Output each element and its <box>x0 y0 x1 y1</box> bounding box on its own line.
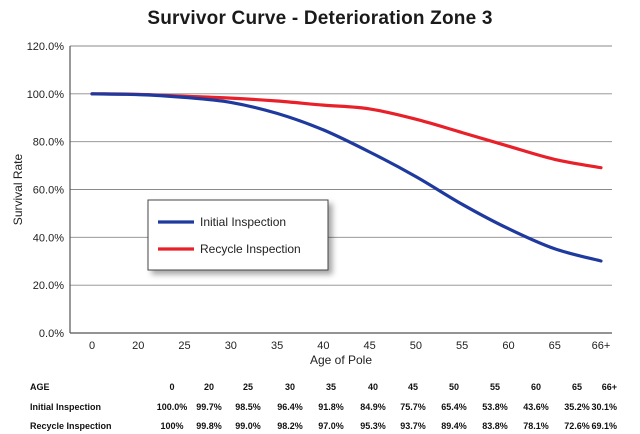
table-cell: 83.8% <box>482 421 508 431</box>
chart-title: Survivor Curve - Deterioration Zone 3 <box>147 8 493 29</box>
table-cell: 99.7% <box>196 402 222 412</box>
legend-label-initial-inspection: Initial Inspection <box>200 215 286 229</box>
legend-label-recycle-inspection: Recycle Inspection <box>200 242 301 256</box>
chart-area: 0.0% 20.0% 40.0% 60.0% 80.0% 100.0% 120.0% 0 20 2… <box>11 41 612 367</box>
table-header-cell: 25 <box>242 382 254 392</box>
table-cell: 30.1% <box>591 402 617 412</box>
table-cell: 89.4% <box>441 421 467 431</box>
table-cell: 91.8% <box>318 402 344 412</box>
series-line-recycle-inspection <box>90 92 603 170</box>
table-cell: 95.3% <box>360 421 386 431</box>
x-tick-label: 55 <box>456 340 468 352</box>
table-cell: 100.0% <box>156 402 188 412</box>
table-cell: 78.1% <box>523 421 549 431</box>
table-header-cell: 30 <box>284 382 296 392</box>
x-tick-label: 0 <box>89 340 95 352</box>
y-axis-title: Survival Rate <box>11 154 25 226</box>
series-line-initial-inspection <box>90 92 603 263</box>
x-tick-label: 65 <box>549 340 561 352</box>
x-tick-label: 35 <box>271 340 283 352</box>
y-tick-label: 20.0% <box>33 280 64 292</box>
y-tick-label: 60.0% <box>33 185 64 197</box>
x-tick-label: 30 <box>225 340 237 352</box>
table-cell: 35.2% <box>564 402 590 412</box>
table-header-cell: 0 <box>169 382 175 392</box>
table-header-cell: 20 <box>203 382 215 392</box>
table-header-cell: 45 <box>407 382 419 392</box>
table-header-cell: 55 <box>489 382 501 392</box>
table-cell: 53.8% <box>482 402 508 412</box>
table-row-label: Initial Inspection <box>30 402 102 412</box>
table-header-label: AGE <box>30 382 50 392</box>
table-cell: 69.1% <box>591 421 617 431</box>
y-tick-label: 100.0% <box>27 89 65 101</box>
table-cell: 72.6% <box>564 421 590 431</box>
table-cell: 75.7% <box>400 402 426 412</box>
x-tick-label: 20 <box>132 340 144 352</box>
table-row-label: Recycle Inspection <box>30 421 112 431</box>
table-cell: 98.2% <box>277 421 303 431</box>
table-header-cell: 40 <box>367 382 379 392</box>
table-cell: 43.6% <box>523 402 549 412</box>
table-cell: 99.0% <box>235 421 261 431</box>
table-header-cell: 66+ <box>601 382 617 392</box>
table-cell: 99.8% <box>196 421 222 431</box>
table-cell: 98.5% <box>235 402 261 412</box>
table-header-cell: 60 <box>530 382 542 392</box>
y-tick-label: 80.0% <box>33 137 64 149</box>
x-tick-label: 40 <box>317 340 329 352</box>
x-tick-label: 45 <box>364 340 376 352</box>
table-cell: 96.4% <box>277 402 303 412</box>
x-tick-label: 60 <box>502 340 514 352</box>
table-cell: 84.9% <box>360 402 386 412</box>
y-tick-label: 40.0% <box>33 232 64 244</box>
table-header-cell: 50 <box>448 382 460 392</box>
y-tick-label: 120.0% <box>27 41 65 53</box>
x-tick-label: 25 <box>178 340 190 352</box>
table-header-cell: 35 <box>325 382 337 392</box>
table-cell: 100% <box>160 421 184 431</box>
legend-box <box>147 199 329 271</box>
table-header-cell: 65 <box>571 382 583 392</box>
table-cell: 93.7% <box>400 421 426 431</box>
table-cell: 65.4% <box>441 402 467 412</box>
x-axis-title: Age of Pole <box>310 353 372 367</box>
y-tick-label: 0.0% <box>39 328 64 340</box>
table-cell: 97.0% <box>318 421 344 431</box>
x-tick-label: 66+ <box>592 340 611 352</box>
x-tick-label: 50 <box>410 340 422 352</box>
